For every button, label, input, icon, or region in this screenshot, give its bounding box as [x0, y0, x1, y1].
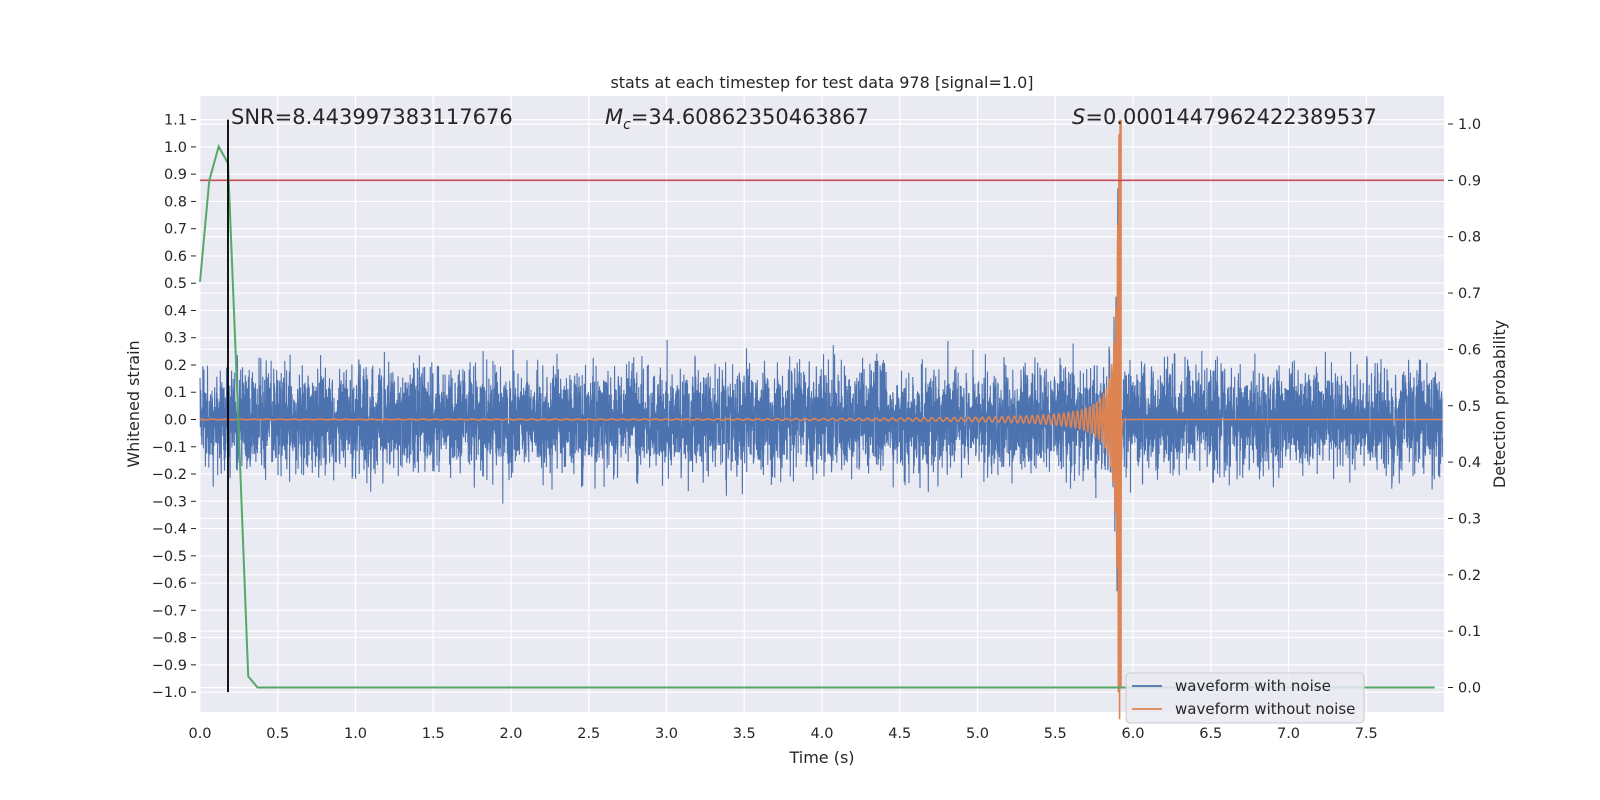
y-tick-label: −0.6: [152, 576, 187, 592]
y2-tick-label: 0.6: [1458, 342, 1481, 358]
series-waveform-with-noise: [199, 130, 1443, 684]
y-tick-label: 0.1: [164, 385, 187, 401]
y2-tick-label: 0.0: [1458, 681, 1481, 697]
x-tick-label: 4.0: [810, 726, 833, 742]
y-tick-label: 0.9: [164, 167, 187, 183]
x-tick-label: 5.5: [1044, 726, 1067, 742]
s-annotation: S=0.0001447962422389537: [1072, 105, 1377, 129]
y-tick-label: 0.2: [164, 358, 187, 374]
x-tick-label: 2.0: [499, 726, 522, 742]
x-tick-label: 0.5: [266, 726, 289, 742]
series-detection-probability: [199, 143, 1435, 689]
y-tick-label: 0.0: [164, 413, 187, 429]
y-tick-label: −0.3: [152, 494, 187, 510]
y-tick-label: 0.3: [164, 331, 187, 347]
y2-tick-label: 0.2: [1458, 568, 1481, 584]
y2-tick-label: 0.9: [1458, 173, 1481, 189]
x-tick-label: 2.5: [577, 726, 600, 742]
y2-tick-label: 1.0: [1458, 117, 1481, 133]
ticks-layer: 0.0 0.5 1.0 1.5 2.0 2.5 3.0 3.5 4.0 4.5 5.0 5.5 6.0 6…: [152, 113, 1481, 742]
y-tick-label: 0.8: [164, 194, 187, 210]
snr-annotation: SNR=8.443997383117676: [231, 105, 513, 129]
y-tick-label: −0.1: [152, 440, 187, 456]
series-layer: [199, 119, 1444, 720]
y2-tick-label: 0.1: [1458, 624, 1481, 640]
y-tick-label: −0.4: [152, 522, 187, 538]
mc-symbol: M: [605, 105, 623, 129]
x-tick-label: 3.0: [655, 726, 678, 742]
series-waveform-without-noise: [199, 132, 1443, 720]
y2-tick-label: 0.5: [1458, 399, 1481, 415]
y-tick-label: −1.0: [152, 685, 187, 701]
x-tick-label: 7.5: [1355, 726, 1378, 742]
x-tick-label: 6.0: [1121, 726, 1144, 742]
x-tick-label: 6.5: [1199, 726, 1222, 742]
x-tick-label: 3.5: [733, 726, 756, 742]
x-tick-label: 7.0: [1277, 726, 1300, 742]
x-tick-label: 0.0: [188, 726, 211, 742]
legend-box: [1125, 672, 1365, 724]
y2-tick-label: 0.4: [1458, 455, 1481, 471]
y-tick-label: 1.0: [164, 140, 187, 156]
y-tick-label: 0.6: [164, 249, 187, 265]
legend: waveform with noise waveform without noi…: [1125, 672, 1365, 724]
s-value: =0.0001447962422389537: [1085, 105, 1377, 129]
legend-label-clean: waveform without noise: [1175, 700, 1355, 718]
s-symbol: S: [1072, 105, 1085, 129]
mc-annotation: Mc=34.60862350463867: [605, 105, 869, 133]
y-axis-label: Whitened strain: [124, 340, 143, 467]
y-tick-label: 0.7: [164, 222, 187, 238]
y-tick-label: 0.5: [164, 276, 187, 292]
y2-axis-label: Detection probability: [1490, 320, 1509, 488]
y-tick-label: −0.9: [152, 658, 187, 674]
mc-subscript: c: [623, 117, 631, 133]
legend-label-noise: waveform with noise: [1175, 677, 1331, 695]
y2-tick-label: 0.8: [1458, 230, 1481, 246]
x-axis-label: Time (s): [788, 748, 854, 767]
y-tick-label: −0.8: [152, 631, 187, 647]
y2-tick-label: 0.3: [1458, 511, 1481, 527]
y-tick-label: 0.4: [164, 303, 187, 319]
y-tick-label: 1.1: [164, 113, 187, 129]
x-tick-label: 5.0: [966, 726, 989, 742]
y-tick-label: −0.7: [152, 603, 187, 619]
y-tick-label: −0.5: [152, 549, 187, 565]
x-tick-label: 4.5: [888, 726, 911, 742]
y2-tick-label: 0.7: [1458, 286, 1481, 302]
x-tick-label: 1.5: [422, 726, 445, 742]
x-tick-label: 1.0: [344, 726, 367, 742]
y-tick-label: −0.2: [152, 467, 187, 483]
chart-title: stats at each timestep for test data 978…: [610, 73, 1033, 92]
mc-value: =34.60862350463867: [631, 105, 869, 129]
